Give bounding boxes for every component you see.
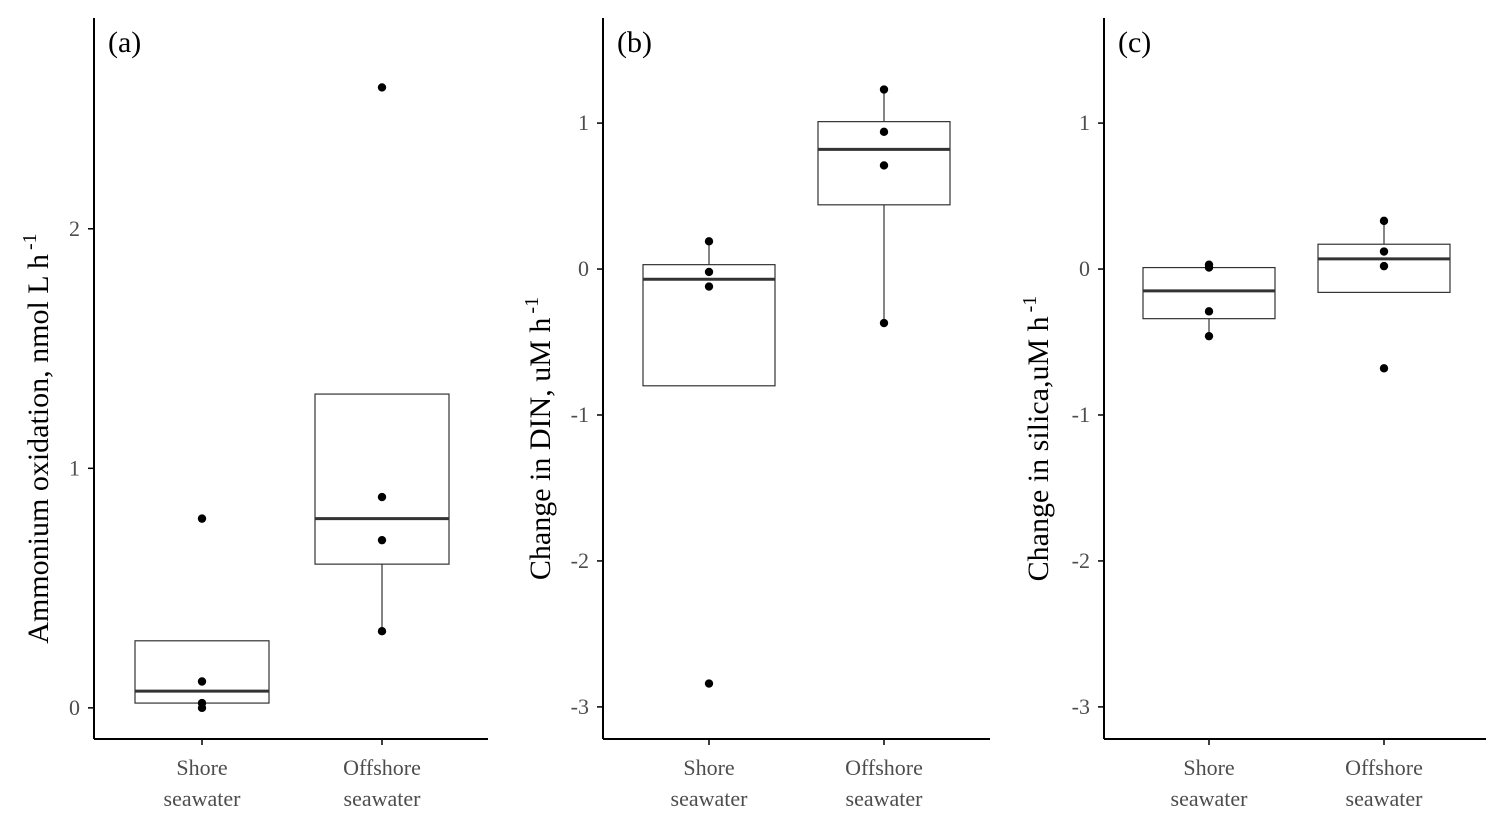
y-tick-label: 1	[1079, 110, 1090, 135]
box-iqr	[314, 393, 450, 565]
data-point	[704, 282, 714, 291]
y-tick-label: 1	[578, 110, 589, 135]
x-tick-label: seawater	[164, 786, 242, 811]
box-offshore	[314, 83, 450, 636]
box-iqr	[134, 640, 270, 704]
y-axis-title-superscript: -1	[1019, 296, 1041, 313]
y-tick-label: -1	[571, 402, 589, 427]
box-shore	[134, 514, 270, 713]
data-point	[704, 267, 714, 277]
data-point	[197, 698, 207, 708]
data-point	[879, 161, 889, 170]
x-tick-label: Shore	[1183, 755, 1234, 780]
data-point	[704, 679, 714, 688]
data-point	[1379, 247, 1389, 256]
y-tick-label: -2	[1072, 548, 1090, 573]
x-tick-label: seawater	[671, 786, 749, 811]
x-tick-label: Shore	[683, 755, 734, 780]
data-point	[377, 492, 387, 502]
data-point	[879, 85, 889, 94]
x-tick-label: seawater	[846, 786, 924, 811]
panel-label: (a)	[108, 26, 141, 59]
x-tick-label: seawater	[1346, 786, 1424, 811]
data-point	[377, 83, 387, 92]
panel-3: (c) Change in silica,uM h -1 -3 -2 -1 0 1 Shore s…	[1019, 18, 1486, 811]
panel-1: (a) Ammonium oxidation, nmol L h -1 0 1 2 Shor…	[19, 18, 488, 811]
box-offshore	[817, 85, 951, 328]
data-point	[1204, 260, 1214, 269]
y-tick-label: 0	[578, 256, 589, 281]
panel-label: (b)	[617, 26, 652, 59]
data-point	[1204, 331, 1214, 341]
y-axis-title-text: Change in DIN, uM h	[524, 318, 557, 580]
box-shore	[642, 237, 776, 688]
x-tick-label: seawater	[1171, 786, 1249, 811]
y-axis-title: Ammonium oxidation, nmol L h -1	[19, 233, 55, 643]
x-tick-label: Shore	[176, 755, 227, 780]
data-point	[879, 127, 889, 137]
x-tick-label: Offshore	[343, 755, 421, 780]
data-point	[377, 535, 387, 545]
y-axis-title-superscript: -1	[19, 233, 41, 250]
y-axis-title: Change in DIN, uM h -1	[521, 297, 557, 580]
x-tick-label: seawater	[344, 786, 422, 811]
y-axis-title: Change in silica,uM h -1	[1019, 296, 1055, 582]
data-point	[197, 514, 207, 523]
y-tick-label: -3	[1072, 694, 1090, 719]
data-point	[1379, 364, 1389, 373]
y-tick-label: -2	[571, 548, 589, 573]
y-tick-label: -1	[1072, 402, 1090, 427]
data-point	[1379, 216, 1389, 226]
data-point	[377, 627, 387, 636]
data-point	[704, 237, 714, 246]
y-axis-title-text: Ammonium oxidation, nmol L h	[22, 254, 55, 644]
box-shore	[1142, 260, 1276, 341]
panel-label: (c)	[1118, 26, 1151, 59]
x-tick-label: Offshore	[845, 755, 923, 780]
data-point	[1204, 307, 1214, 316]
data-point	[1379, 261, 1389, 271]
y-tick-label: 2	[69, 216, 80, 241]
y-axis-title-superscript: -1	[521, 297, 543, 314]
y-tick-label: -3	[571, 694, 589, 719]
box-offshore	[1317, 216, 1451, 373]
panel-2: (b) Change in DIN, uM h -1 -3 -2 -1 0 1 Shore sea…	[521, 18, 990, 811]
data-point	[197, 677, 207, 686]
y-tick-label: 0	[1079, 256, 1090, 281]
y-tick-label: 0	[69, 695, 80, 720]
y-axis-title-text: Change in silica,uM h	[1022, 316, 1055, 581]
data-point	[879, 318, 889, 328]
x-tick-label: Offshore	[1345, 755, 1423, 780]
y-tick-label: 1	[69, 455, 80, 480]
